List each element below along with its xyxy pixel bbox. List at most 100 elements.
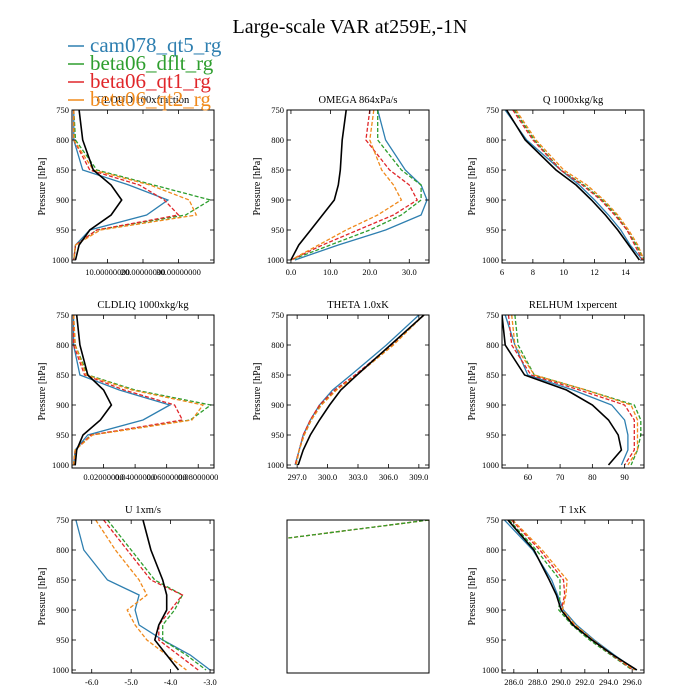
y-tick-label: 750 [56, 105, 69, 115]
series-line-cam078_qt5_rg [504, 110, 644, 261]
series-line-obs [74, 110, 123, 261]
series-group [502, 315, 642, 466]
series-line-beta06_dflt_rg [290, 110, 422, 261]
x-tick-label: 20.0 [362, 267, 377, 277]
y-tick-label: 900 [271, 400, 284, 410]
y-tick-label: 850 [56, 165, 69, 175]
y-axis-label: Pressure [hPa] [252, 157, 263, 215]
y-tick-label: 850 [56, 370, 69, 380]
x-tick-label: 60 [524, 472, 533, 482]
panel-title: Q 1000xkg/kg [543, 95, 604, 106]
y-tick-label: 800 [486, 545, 499, 555]
x-tick-label: 297.0 [288, 472, 307, 482]
series-line-cam078_qt5_rg [75, 520, 211, 671]
y-axis-label: Pressure [hPa] [252, 362, 263, 420]
y-axis-label: Pressure [hPa] [467, 362, 478, 420]
panel-title: U 1xm/s [125, 505, 161, 516]
series-line-obs [74, 315, 113, 466]
y-tick-label: 900 [56, 195, 69, 205]
series-group [288, 520, 429, 539]
chart-panel-0: CLOUD 100xfraction 750 800 850 900 950 1000 10.… [37, 95, 215, 277]
series-line-beta06_dflt_rg [513, 110, 644, 261]
chart-panel-3: CLDLIQ 1000xkg/kg 750 800 850 900 950 1000 0.02… [37, 300, 218, 482]
x-tick-label: -4.0 [164, 677, 177, 687]
panels-container: CLOUD 100xfraction 750 800 850 900 950 1000 10.… [37, 95, 645, 687]
y-tick-label: 950 [56, 430, 69, 440]
figure-title: Large-scale VAR at259E,-1N [233, 16, 468, 38]
series-group [75, 520, 211, 671]
y-tick-label: 1000 [52, 665, 69, 675]
y-axis-label: Pressure [hPa] [467, 157, 478, 215]
series-line-cam078_qt5_rg [503, 520, 637, 671]
x-tick-label: 0.02000000 [83, 472, 123, 482]
y-tick-label: 850 [56, 575, 69, 585]
y-tick-label: 850 [271, 165, 284, 175]
panel-title: T 1xK [560, 505, 587, 516]
y-tick-label: 750 [486, 310, 499, 320]
x-tick-label: 292.0 [575, 677, 594, 687]
x-tick-label: 296.0 [623, 677, 642, 687]
series-line-beta06_qt2_rg [95, 520, 187, 671]
series-line-beta06_dflt_rg [288, 520, 429, 539]
panel-title: OMEGA 864xPa/s [318, 95, 397, 106]
x-tick-label: -5.0 [124, 677, 137, 687]
y-tick-label: 800 [271, 135, 284, 145]
plot-frame [71, 314, 215, 469]
x-tick-label: 309.0 [409, 472, 428, 482]
y-tick-label: 800 [56, 340, 69, 350]
series-group [504, 110, 644, 261]
x-tick-label: 0.08000000 [178, 472, 218, 482]
y-tick-label: 1000 [267, 255, 284, 265]
series-line-cam078_qt5_rg [73, 110, 170, 261]
y-tick-label: 950 [271, 430, 284, 440]
y-tick-label: 950 [56, 225, 69, 235]
y-tick-label: 950 [56, 635, 69, 645]
series-line-cam078_qt5_rg [504, 315, 629, 466]
y-tick-label: 1000 [482, 460, 499, 470]
chart-panel-7 [286, 519, 430, 674]
x-tick-label: 30.00000000 [156, 267, 201, 277]
x-tick-label: 6 [500, 267, 504, 277]
x-tick-label: 0.0 [286, 267, 297, 277]
panel-title: RELHUM 1xpercent [529, 300, 617, 311]
y-tick-label: 850 [486, 575, 499, 585]
series-line-beta06_dflt_rg [514, 315, 642, 466]
x-tick-label: 303.0 [348, 472, 367, 482]
series-line-beta06_dflt_rg [73, 110, 213, 261]
x-tick-label: 10.00000000 [85, 267, 130, 277]
x-tick-label: 70 [556, 472, 565, 482]
series-group [503, 520, 638, 671]
y-tick-label: 1000 [482, 255, 499, 265]
x-tick-label: 30.0 [402, 267, 417, 277]
series-group [72, 315, 213, 466]
plot-frame [71, 519, 215, 674]
y-tick-label: 800 [56, 545, 69, 555]
series-line-beta06_qt2_rg [511, 315, 639, 466]
x-tick-label: -6.0 [85, 677, 98, 687]
panel-title: CLOUD 100xfraction [97, 95, 190, 106]
y-tick-label: 1000 [52, 255, 69, 265]
x-tick-label: 14 [621, 267, 630, 277]
y-tick-label: 750 [486, 105, 499, 115]
y-tick-label: 1000 [482, 665, 499, 675]
series-line-beta06_qt2_rg [73, 110, 198, 261]
series-line-beta06_qt2_rg [515, 110, 644, 261]
y-tick-label: 1000 [52, 460, 69, 470]
y-tick-label: 950 [486, 635, 499, 645]
y-tick-label: 800 [271, 340, 284, 350]
x-tick-label: 12 [590, 267, 599, 277]
x-tick-label: 0.04000000 [115, 472, 155, 482]
y-tick-label: 750 [56, 310, 69, 320]
series-line-beta06_qt1_rg [294, 315, 425, 466]
legend-label: beta06_qt1_rg [90, 69, 211, 93]
y-tick-label: 900 [486, 400, 499, 410]
series-line-beta06_qt2_rg [295, 315, 425, 466]
legend: cam078_qt5_rgbeta06_dflt_rgbeta06_qt1_rg… [68, 33, 222, 111]
y-tick-label: 800 [486, 135, 499, 145]
series-line-beta06_qt1_rg [72, 315, 184, 466]
series-line-obs [142, 520, 180, 671]
series-group [73, 110, 213, 261]
chart-panel-5: RELHUM 1xpercent 750 800 850 900 950 1000 60 70 8… [467, 300, 645, 482]
plot-frame [71, 109, 215, 264]
